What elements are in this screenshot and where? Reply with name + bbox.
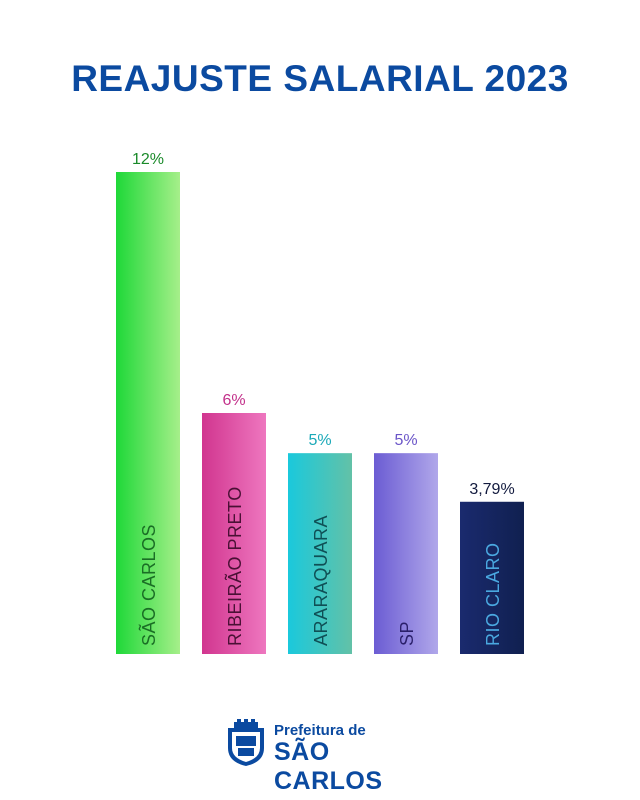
logo-text-line1: Prefeitura de [274, 722, 366, 739]
data-label-3: 5% [394, 432, 417, 449]
data-label-1: 6% [222, 392, 245, 409]
bar-4 [460, 501, 524, 654]
bar-2 [288, 453, 352, 654]
prefeitura-logo: Prefeitura de SÃO CARLOS [224, 718, 424, 795]
category-label-0: SÃO CARLOS [138, 524, 159, 646]
bar-0 [116, 172, 180, 654]
category-label-2: ARARAQUARA [311, 515, 331, 646]
data-label-2: 5% [308, 432, 331, 449]
category-label-1: RIBEIRÃO PRETO [224, 486, 245, 646]
crest-icon [228, 719, 264, 766]
logo-text-line2: SÃO CARLOS [274, 738, 383, 795]
category-label-3: SP [397, 621, 417, 646]
chart-title: REAJUSTE SALARIAL 2023 [71, 58, 569, 99]
category-label-4: RIO CLARO [483, 542, 503, 646]
data-label-0: 12% [132, 151, 164, 168]
bar-3 [374, 453, 438, 654]
bar-1 [202, 413, 266, 654]
data-label-4: 3,79% [469, 481, 514, 498]
